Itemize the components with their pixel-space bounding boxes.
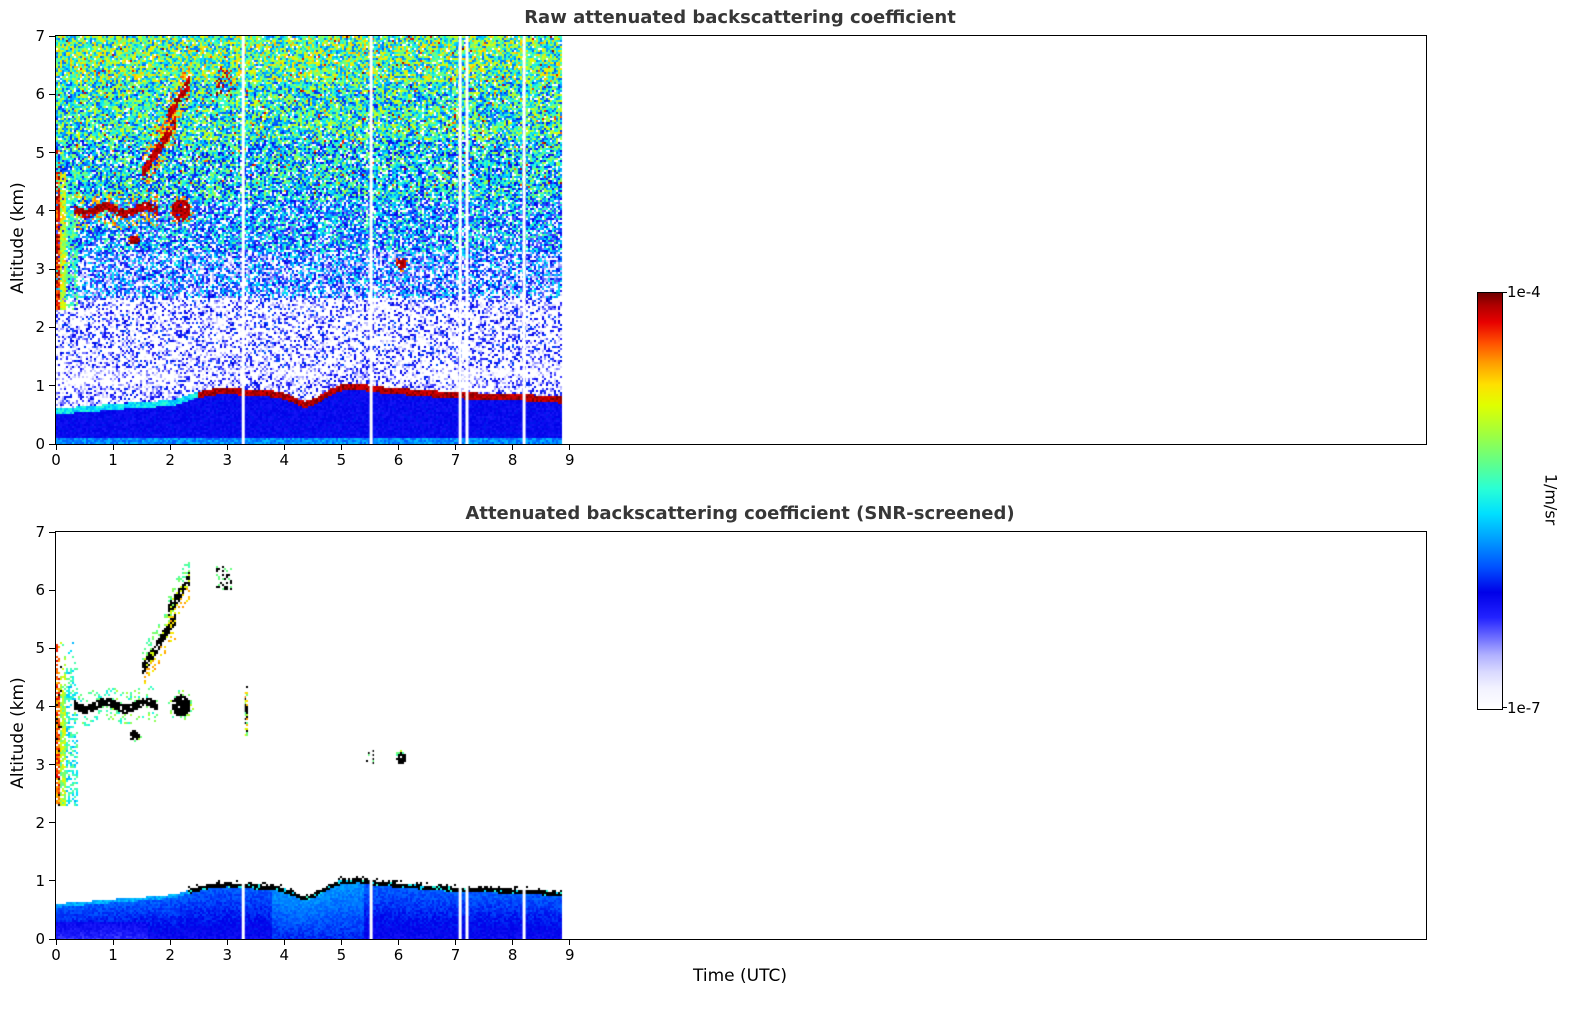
screened-x-tick-label: 1: [108, 946, 118, 964]
raw-x-tick-label: 2: [165, 451, 175, 469]
screened-y-tick-label: 7: [35, 523, 45, 541]
raw-y-tick-label: 2: [35, 318, 45, 337]
screened-x-tick-label: 3: [222, 946, 233, 964]
raw-x-tick: [169, 445, 171, 450]
raw-y-tick: [49, 385, 55, 387]
screened-y-tick-label: 1: [35, 871, 45, 890]
raw-y-axis-label: Altitude (km): [8, 182, 28, 294]
raw-x-tick-label: 0: [51, 451, 61, 469]
colorbar-unit-label: 1/m/sr: [1541, 473, 1561, 526]
screened-y-tick: [49, 531, 55, 533]
raw-x-tick: [398, 445, 399, 450]
screened-x-tick: [283, 940, 285, 945]
colorbar-max-tick: [1503, 292, 1507, 293]
raw-y-tick: [49, 443, 55, 445]
raw-x-tick-label: 6: [393, 451, 404, 469]
raw-y-tick: [49, 268, 55, 270]
raw-y-tick: [49, 93, 55, 95]
screened-x-tick: [226, 940, 228, 945]
colorbar-min-label: 1e-7: [1507, 699, 1541, 717]
screened-y-tick-label: 0: [35, 930, 45, 948]
screened-x-tick: [569, 940, 571, 945]
screened-y-tick: [49, 880, 55, 882]
raw-x-tick-label: 7: [450, 451, 461, 469]
screened-x-tick: [112, 940, 114, 945]
screened-y-axis-label: Altitude (km): [8, 677, 28, 789]
raw-heatmap-canvas: [56, 36, 1426, 444]
screened-x-tick: [455, 940, 457, 945]
raw-x-tick: [455, 445, 457, 450]
raw-y-tick: [49, 35, 55, 37]
screened-x-tick: [340, 940, 342, 945]
screened-panel-title: Attenuated backscattering coefficient (S…: [465, 503, 1015, 524]
raw-y-tick-label: 1: [35, 376, 45, 395]
screened-x-tick-label: 0: [51, 946, 61, 964]
raw-x-tick-label: 4: [279, 451, 290, 469]
screened-y-tick-label: 5: [35, 639, 45, 658]
screened-x-tick-label: 4: [279, 946, 290, 964]
raw-x-tick-label: 5: [336, 451, 347, 469]
colorbar: [1477, 292, 1503, 710]
raw-y-tick-label: 3: [35, 260, 45, 279]
raw-y-tick: [49, 210, 55, 212]
raw-x-tick-label: 9: [564, 451, 575, 469]
screened-y-tick: [49, 589, 55, 591]
screened-x-tick: [169, 940, 171, 945]
screened-x-tick-label: 8: [507, 946, 518, 964]
raw-y-tick: [49, 152, 55, 154]
screened-x-tick-label: 6: [393, 946, 404, 964]
screened-y-tick-label: 6: [35, 581, 45, 600]
screened-x-tick-label: 2: [165, 946, 175, 964]
colorbar-max-label: 1e-4: [1507, 283, 1541, 301]
screened-y-tick: [49, 764, 55, 766]
raw-y-tick-label: 5: [35, 143, 45, 162]
screened-x-tick-label: 9: [564, 946, 575, 964]
raw-x-tick: [283, 445, 285, 450]
screened-y-tick-label: 3: [35, 755, 45, 774]
raw-x-tick: [112, 445, 114, 450]
screened-y-tick: [49, 822, 55, 824]
screened-x-tick-label: 7: [450, 946, 461, 964]
raw-x-tick: [55, 445, 57, 450]
colorbar-min-tick: [1503, 707, 1507, 708]
raw-y-tick-label: 6: [35, 85, 45, 104]
screened-x-tick-label: 5: [336, 946, 347, 964]
raw-x-tick-label: 3: [222, 451, 233, 469]
raw-y-tick-label: 4: [35, 201, 45, 220]
raw-panel-title: Raw attenuated backscattering coefficien…: [524, 7, 956, 28]
screened-y-tick: [49, 938, 55, 940]
x-axis-label: Time (UTC): [693, 966, 787, 986]
screened-x-tick: [398, 940, 399, 945]
screened-x-tick: [55, 940, 57, 945]
raw-x-tick: [226, 445, 228, 450]
raw-x-tick: [569, 445, 571, 450]
screened-y-tick: [49, 647, 55, 649]
screened-heatmap-canvas: [56, 532, 1426, 939]
raw-x-tick-label: 8: [507, 451, 518, 469]
screened-x-tick: [512, 940, 514, 945]
screened-y-tick-label: 4: [35, 697, 45, 716]
raw-x-tick: [340, 445, 342, 450]
raw-x-tick-label: 1: [108, 451, 118, 469]
screened-y-tick: [49, 705, 55, 707]
screened-y-tick-label: 2: [35, 813, 45, 832]
screened-panel-plot-area: [55, 531, 1427, 940]
raw-panel-plot-area: [55, 35, 1427, 445]
raw-y-tick-label: 0: [35, 435, 45, 453]
raw-y-tick-label: 7: [35, 27, 45, 45]
raw-x-tick: [512, 445, 514, 450]
raw-y-tick: [49, 326, 55, 328]
